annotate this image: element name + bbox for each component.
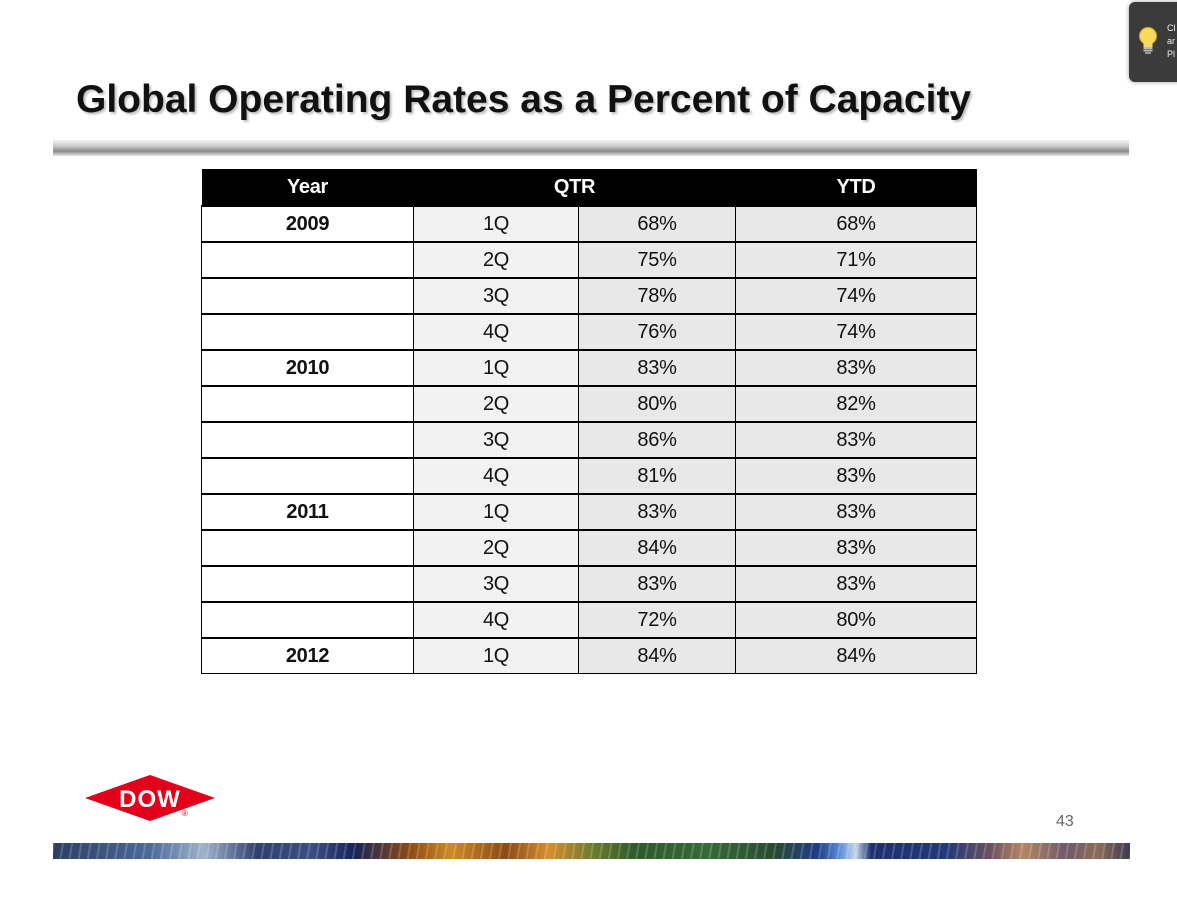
qtr-value-cell: 75% bbox=[578, 241, 736, 279]
qtr-value-cell: 84% bbox=[578, 529, 736, 567]
year-cell bbox=[201, 277, 414, 315]
quarter-cell: 3Q bbox=[413, 277, 579, 315]
table-row: 3Q 78% 74% bbox=[201, 277, 977, 315]
qtr-value-cell: 68% bbox=[578, 205, 736, 243]
quarter-cell: 2Q bbox=[413, 385, 579, 423]
quarter-cell: 1Q bbox=[413, 205, 579, 243]
quarter-cell: 1Q bbox=[413, 349, 579, 387]
operating-rates-table: Year QTR YTD 2009 1Q 68% 68% 2Q 75% 71% 3Q 78% 74… bbox=[201, 169, 977, 674]
year-cell bbox=[201, 421, 414, 459]
qtr-value-cell: 72% bbox=[578, 601, 736, 639]
year-cell: 2012 bbox=[201, 637, 414, 674]
table-row: 3Q 83% 83% bbox=[201, 565, 977, 603]
table-row: 2Q 75% 71% bbox=[201, 241, 977, 279]
qtr-value-cell: 83% bbox=[578, 565, 736, 603]
ytd-value-cell: 68% bbox=[735, 205, 977, 243]
decorative-photo-strip bbox=[53, 843, 1130, 859]
qtr-value-cell: 83% bbox=[578, 349, 736, 387]
table-row: 4Q 72% 80% bbox=[201, 601, 977, 639]
qtr-value-cell: 76% bbox=[578, 313, 736, 351]
qtr-value-cell: 78% bbox=[578, 277, 736, 315]
table-row: 2Q 84% 83% bbox=[201, 529, 977, 567]
dow-logo: DOW ® bbox=[84, 774, 216, 831]
year-cell bbox=[201, 565, 414, 603]
year-cell bbox=[201, 313, 414, 351]
quarter-cell: 1Q bbox=[413, 637, 579, 674]
quarter-cell: 4Q bbox=[413, 313, 579, 351]
title-divider bbox=[53, 140, 1129, 156]
registered-mark: ® bbox=[182, 809, 188, 818]
slide-title: Global Operating Rates as a Percent of C… bbox=[76, 78, 972, 121]
ytd-value-cell: 74% bbox=[735, 277, 977, 315]
table-row: 2011 1Q 83% 83% bbox=[201, 493, 977, 531]
page-number: 43 bbox=[1056, 813, 1074, 830]
quarter-cell: 3Q bbox=[413, 421, 579, 459]
ytd-value-cell: 74% bbox=[735, 313, 977, 351]
qtr-value-cell: 81% bbox=[578, 457, 736, 495]
qtr-value-cell: 80% bbox=[578, 385, 736, 423]
ytd-value-cell: 83% bbox=[735, 565, 977, 603]
qtr-value-cell: 84% bbox=[578, 637, 736, 674]
ytd-value-cell: 83% bbox=[735, 421, 977, 459]
year-cell bbox=[201, 529, 414, 567]
year-cell: 2009 bbox=[201, 205, 414, 243]
year-cell bbox=[201, 385, 414, 423]
logo-text: DOW bbox=[119, 786, 181, 813]
table-row: 2010 1Q 83% 83% bbox=[201, 349, 977, 387]
tooltip-text: Cl ar Pl bbox=[1167, 23, 1176, 59]
qtr-value-cell: 83% bbox=[578, 493, 736, 531]
year-cell: 2011 bbox=[201, 493, 414, 531]
ytd-value-cell: 83% bbox=[735, 457, 977, 495]
table-row: 2012 1Q 84% 84% bbox=[201, 637, 977, 674]
quarter-cell: 2Q bbox=[413, 529, 579, 567]
table-header-row: Year QTR YTD bbox=[201, 169, 977, 207]
ytd-value-cell: 83% bbox=[735, 493, 977, 531]
tooltip-popup[interactable]: Cl ar Pl bbox=[1129, 2, 1177, 82]
ytd-value-cell: 83% bbox=[735, 529, 977, 567]
table-row: 3Q 86% 83% bbox=[201, 421, 977, 459]
year-cell: 2010 bbox=[201, 349, 414, 387]
year-cell bbox=[201, 457, 414, 495]
quarter-cell: 2Q bbox=[413, 241, 579, 279]
lightbulb-icon bbox=[1137, 26, 1159, 61]
table-row: 2009 1Q 68% 68% bbox=[201, 205, 977, 243]
table-row: 2Q 80% 82% bbox=[201, 385, 977, 423]
quarter-cell: 1Q bbox=[413, 493, 579, 531]
year-cell bbox=[201, 241, 414, 279]
ytd-value-cell: 82% bbox=[735, 385, 977, 423]
header-qtr: QTR bbox=[413, 169, 736, 207]
quarter-cell: 3Q bbox=[413, 565, 579, 603]
ytd-value-cell: 80% bbox=[735, 601, 977, 639]
header-ytd: YTD bbox=[735, 169, 977, 207]
quarter-cell: 4Q bbox=[413, 601, 579, 639]
ytd-value-cell: 84% bbox=[735, 637, 977, 674]
qtr-value-cell: 86% bbox=[578, 421, 736, 459]
year-cell bbox=[201, 601, 414, 639]
table-row: 4Q 81% 83% bbox=[201, 457, 977, 495]
ytd-value-cell: 71% bbox=[735, 241, 977, 279]
header-year: Year bbox=[201, 169, 414, 207]
table-row: 4Q 76% 74% bbox=[201, 313, 977, 351]
ytd-value-cell: 83% bbox=[735, 349, 977, 387]
quarter-cell: 4Q bbox=[413, 457, 579, 495]
